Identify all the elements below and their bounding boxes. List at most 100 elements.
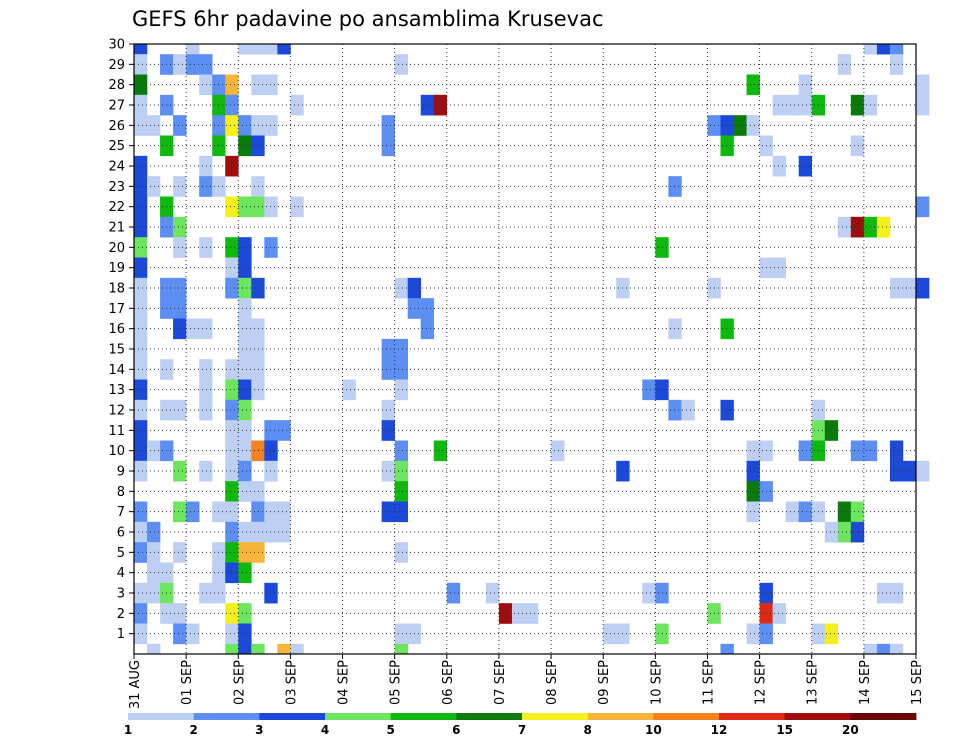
- heatmap-cell: [134, 623, 148, 645]
- heatmap-cell: [746, 460, 760, 482]
- heatmap-cell: [134, 176, 148, 197]
- x-tick-label: 14 SEP: [858, 660, 873, 705]
- colorbar-label: 4: [321, 723, 329, 737]
- heatmap-cell: [147, 542, 161, 563]
- heatmap-cell: [173, 277, 187, 299]
- heatmap-cell: [134, 359, 148, 380]
- heatmap-cell: [394, 460, 408, 482]
- heatmap-cell: [746, 501, 760, 523]
- heatmap-cell: [173, 318, 187, 340]
- heatmap-cell: [850, 216, 865, 238]
- heatmap-cell: [394, 277, 408, 299]
- heatmap-cell: [225, 643, 239, 655]
- heatmap-cell: [433, 94, 448, 116]
- heatmap-cell: [251, 74, 265, 96]
- heatmap-cell: [134, 216, 148, 238]
- y-tick-label: 5: [117, 546, 125, 561]
- x-tick-label: 03 SEP: [284, 660, 299, 705]
- heatmap-cell: [916, 277, 930, 299]
- y-tick-label: 16: [108, 322, 125, 337]
- heatmap-cell: [238, 521, 252, 543]
- heatmap-cell: [199, 54, 213, 75]
- heatmap-cell: [798, 94, 813, 116]
- heatmap-cell: [251, 135, 265, 157]
- y-tick-label: 29: [108, 58, 125, 73]
- heatmap-cell: [134, 582, 148, 604]
- heatmap-cell: [772, 155, 786, 177]
- y-tick-label: 20: [108, 241, 125, 256]
- heatmap-cell: [238, 359, 252, 380]
- heatmap-cell: [655, 582, 669, 604]
- y-tick-label: 6: [117, 526, 125, 541]
- heatmap-cell: [916, 74, 930, 96]
- x-tick-label: 01 SEP: [180, 660, 195, 705]
- heatmap-cell: [394, 440, 408, 462]
- y-tick-label: 15: [108, 343, 125, 358]
- heatmap-cell: [824, 521, 839, 543]
- y-tick-label: 23: [108, 180, 125, 195]
- heatmap-cell: [134, 155, 148, 177]
- heatmap-cell: [290, 643, 304, 655]
- heatmap-cell: [238, 440, 252, 462]
- heatmap-cell: [837, 54, 852, 75]
- heatmap-cell: [199, 399, 213, 421]
- y-tick-label: 28: [108, 78, 125, 93]
- heatmap-cell: [134, 237, 148, 258]
- heatmap-cell: [199, 155, 213, 177]
- heatmap-cell: [251, 643, 265, 655]
- heatmap-cell: [746, 115, 760, 136]
- y-tick-label: 10: [108, 444, 125, 459]
- x-tick-label: 15 SEP: [910, 660, 925, 705]
- heatmap-cell: [394, 542, 408, 563]
- heatmap-cell: [916, 196, 930, 218]
- y-tick-label: 18: [108, 282, 125, 297]
- heatmap-cell: [251, 521, 265, 543]
- heatmap-cell: [251, 115, 265, 136]
- y-tick-label: 8: [117, 485, 125, 500]
- heatmap-cell: [394, 623, 408, 645]
- heatmap-cell: [225, 481, 239, 502]
- heatmap-cell: [238, 338, 252, 360]
- heatmap-cell: [277, 521, 291, 543]
- heatmap-cell: [876, 216, 891, 238]
- heatmap-cell: [238, 562, 252, 584]
- heatmap-cell: [134, 54, 148, 75]
- heatmap-cell: [225, 460, 239, 482]
- heatmap-cell: [720, 318, 734, 340]
- heatmap-cell: [889, 44, 904, 55]
- heatmap-cell: [876, 643, 891, 655]
- heatmap-cell: [238, 115, 252, 136]
- colorbar-swatch: [653, 713, 720, 720]
- heatmap-cell: [173, 54, 187, 75]
- heatmap-cell: [433, 440, 448, 462]
- y-tick-label: 25: [108, 139, 125, 154]
- heatmap-cell: [186, 54, 200, 75]
- heatmap-cell: [238, 460, 252, 482]
- heatmap-cell: [238, 420, 252, 441]
- heatmap-cell: [420, 94, 435, 116]
- colorbar-swatch: [719, 713, 786, 720]
- colorbar: 1 2 3 4 5 6 7 8 10 12 15 20: [124, 713, 917, 737]
- colorbar-swatch: [325, 713, 392, 720]
- heatmap-cell: [134, 94, 148, 116]
- heatmap-cell: [225, 155, 239, 177]
- heatmap-cell: [238, 257, 252, 279]
- heatmap-cell: [238, 603, 252, 624]
- y-tick-label: 13: [108, 383, 125, 398]
- heatmap-cell: [876, 582, 891, 604]
- heatmap-cell: [186, 501, 200, 523]
- y-axis-ticks: 1234567891011121314151617181920212223242…: [108, 38, 134, 642]
- heatmap-cell: [381, 501, 395, 523]
- heatmap-cell: [785, 94, 799, 116]
- heatmap-cell: [394, 379, 408, 401]
- colorbar-swatch: [259, 713, 326, 720]
- heatmap-cell: [251, 318, 265, 340]
- heatmap-cell: [381, 460, 395, 482]
- y-tick-label: 22: [108, 200, 125, 215]
- heatmap-cell: [147, 562, 161, 584]
- heatmap-cell: [134, 338, 148, 360]
- heatmap-cell: [173, 542, 187, 563]
- y-tick-label: 12: [108, 404, 125, 419]
- heatmap-cell: [668, 318, 682, 340]
- heatmap-cell: [186, 44, 200, 55]
